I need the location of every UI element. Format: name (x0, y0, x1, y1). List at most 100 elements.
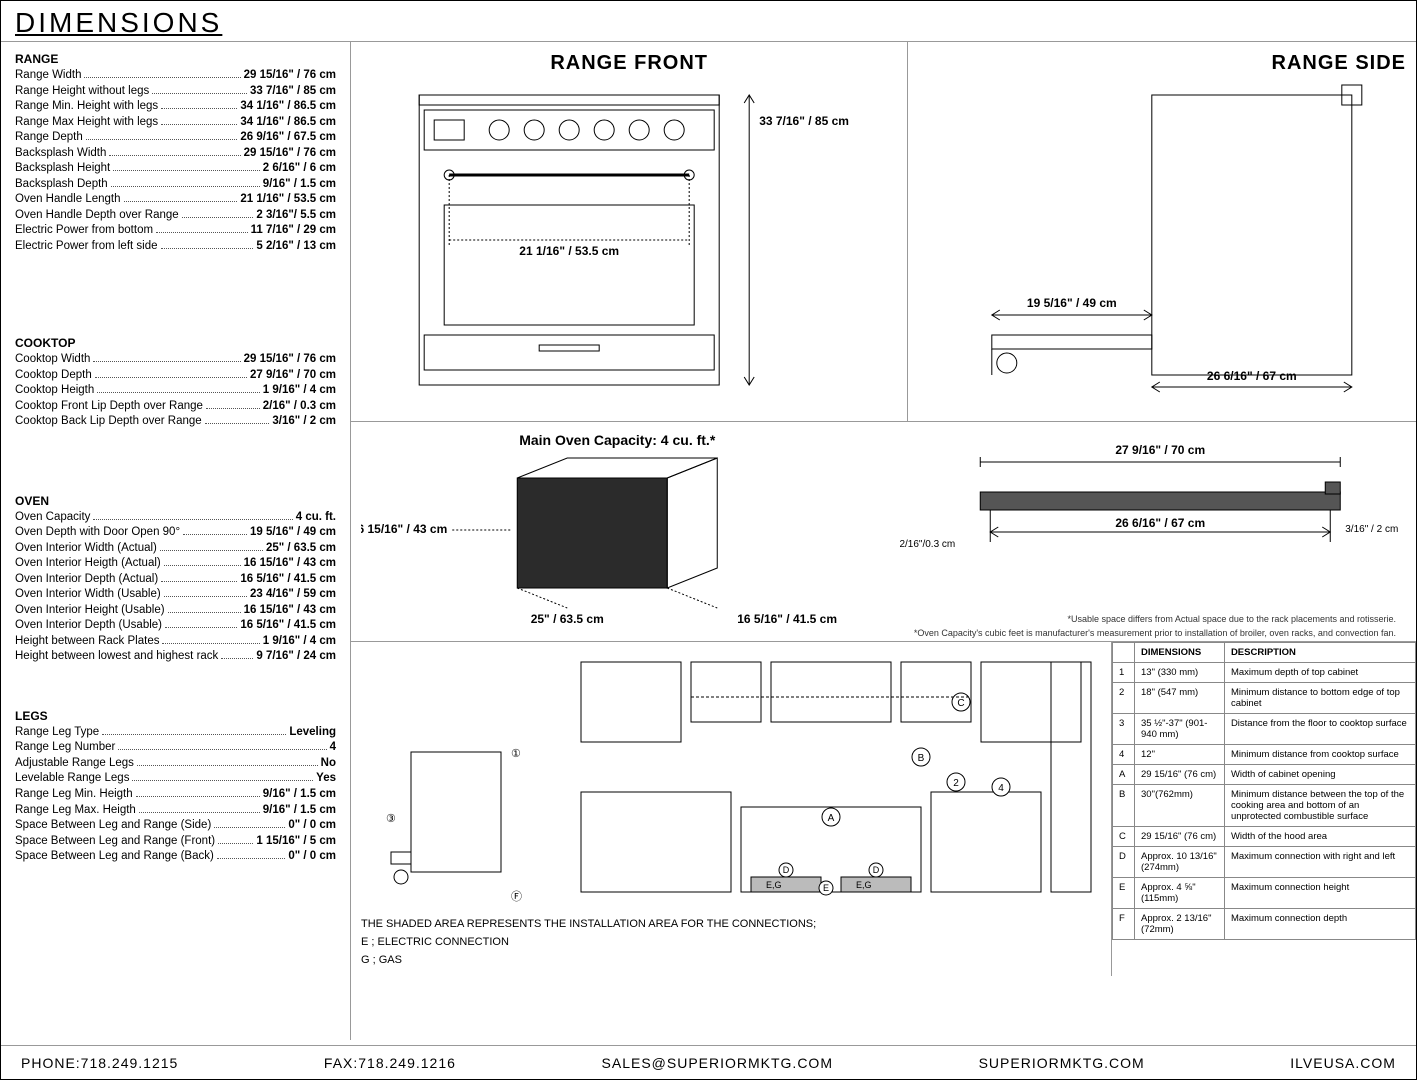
oven-cap-title: Main Oven Capacity: 4 cu. ft.* (361, 432, 874, 448)
cooktop-profile-diagram: 27 9/16" / 70 cm 26 6/16" / 67 cm 2/16"/… (894, 432, 1407, 612)
spec-dots (93, 361, 240, 362)
spec-row: Oven Interior Heigth (Actual)16 15/16" /… (15, 556, 336, 572)
table-row: A29 15/16" (76 cm)Width of cabinet openi… (1113, 765, 1416, 785)
install-note1: THE SHADED AREA REPRESENTS THE INSTALLAT… (361, 918, 1101, 930)
footer-phone: PHONE:718.249.1215 (21, 1055, 178, 1071)
footer-site2: ILVEUSA.COM (1290, 1055, 1396, 1071)
spec-dots (165, 627, 237, 628)
spec-row: Oven Interior Width (Usable)23 4/16" / 5… (15, 587, 336, 603)
spec-dots (164, 596, 247, 597)
spec-dots (139, 812, 260, 813)
dim-value: 18" (547 mm) (1135, 683, 1225, 714)
spec-label: Oven Interior Width (Usable) (15, 587, 161, 603)
section-legs: LEGS (15, 709, 336, 723)
spec-dots (102, 734, 286, 735)
spec-label: Cooktop Width (15, 352, 90, 368)
spec-value: 9/16" / 1.5 cm (263, 803, 336, 819)
dim-desc: Minimum distance between the top of the … (1224, 785, 1415, 827)
spec-dots (161, 124, 237, 125)
handle-dim: 21 1/16" / 53.5 cm (519, 244, 619, 258)
dimtable-h2: DESCRIPTION (1224, 643, 1415, 663)
svg-text:A: A (828, 813, 835, 824)
spec-label: Space Between Leg and Range (Side) (15, 818, 211, 834)
spec-value: 0" / 0 cm (288, 849, 336, 865)
spec-dots (161, 248, 254, 249)
spec-dots (118, 749, 326, 750)
spec-value: 21 1/16" / 53.5 cm (240, 192, 336, 208)
dim-desc: Width of the hood area (1224, 827, 1415, 847)
spec-value: 2 3/16"/ 5.5 cm (256, 208, 336, 224)
spec-dots (152, 93, 247, 94)
table-row: 412"Minimum distance from cooktop surfac… (1113, 745, 1416, 765)
dim-value: 29 15/16" (76 cm) (1135, 827, 1225, 847)
section-oven: OVEN (15, 494, 336, 508)
spec-label: Height between lowest and highest rack (15, 649, 218, 665)
spec-label: Range Max Height with legs (15, 115, 158, 131)
spec-value: 5 2/16" / 13 cm (256, 239, 336, 255)
spec-row: Backsplash Depth 9/16" / 1.5 cm (15, 177, 336, 193)
spec-label: Backsplash Depth (15, 177, 108, 193)
spec-row: Range Width29 15/16" / 76 cm (15, 68, 336, 84)
spec-label: Height between Rack Plates (15, 634, 159, 650)
dimtable-h1: DIMENSIONS (1135, 643, 1225, 663)
spec-label: Range Leg Max. Heigth (15, 803, 136, 819)
table-row: DApprox. 10 13/16" (274mm)Maximum connec… (1113, 847, 1416, 878)
spec-value: 0" / 0 cm (288, 818, 336, 834)
spec-dots (221, 658, 253, 659)
spec-value: 9/16" / 1.5 cm (263, 177, 336, 193)
spec-row: Space Between Leg and Range (Side) 0" / 0… (15, 818, 336, 834)
spec-label: Cooktop Depth (15, 368, 92, 384)
spec-row: Range Depth26 9/16" / 67.5 cm (15, 130, 336, 146)
spec-value: No (321, 756, 336, 772)
spec-value: 29 15/16" / 76 cm (244, 146, 336, 162)
spec-value: 29 15/16" / 76 cm (244, 68, 336, 84)
dim-key: F (1113, 909, 1135, 940)
spec-label: Oven Depth with Door Open 90° (15, 525, 180, 541)
spec-row: Oven Capacity4 cu. ft. (15, 510, 336, 526)
oven-box-panel: Main Oven Capacity: 4 cu. ft.* 16 15/16"… (351, 422, 884, 641)
spec-label: Electric Power from left side (15, 239, 158, 255)
spec-row: Oven Interior Width (Actual)25" / 63.5 c… (15, 541, 336, 557)
spec-dots (206, 408, 260, 409)
svg-text:C: C (957, 698, 964, 709)
note1: *Usable space differs from Actual space … (894, 612, 1407, 626)
spec-row: Range Leg Number4 (15, 740, 336, 756)
spec-label: Oven Interior Depth (Actual) (15, 572, 158, 588)
spec-dots (93, 519, 292, 520)
spec-label: Range Leg Min. Heigth (15, 787, 133, 803)
spec-value: 25" / 63.5 cm (266, 541, 336, 557)
spec-label: Cooktop Front Lip Depth over Range (15, 399, 203, 415)
install-note3: G ; GAS (361, 954, 1101, 966)
spec-row: Space Between Leg and Range (Back)0" / 0… (15, 849, 336, 865)
spec-row: Oven Handle Depth over Range2 3/16"/ 5.5… (15, 208, 336, 224)
spec-row: Backsplash Width29 15/16" / 76 cm (15, 146, 336, 162)
side-title: RANGE SIDE (918, 52, 1406, 75)
spec-value: 34 1/16" / 86.5 cm (240, 99, 336, 115)
table-row: C29 15/16" (76 cm)Width of the hood area (1113, 827, 1416, 847)
dim-desc: Minimum distance to bottom edge of top c… (1224, 683, 1415, 714)
spec-label: Levelable Range Legs (15, 771, 129, 787)
svg-text:D: D (873, 865, 880, 875)
spec-label: Oven Interior Depth (Usable) (15, 618, 162, 634)
spec-dots (156, 232, 248, 233)
dim-table-panel: DIMENSIONS DESCRIPTION 113" (330 mm)Maxi… (1111, 642, 1416, 976)
note2: *Oven Capacity's cubic feet is manufactu… (894, 626, 1407, 640)
dim-key: 3 (1113, 714, 1135, 745)
svg-text:4: 4 (998, 783, 1004, 794)
spec-row: Height between Rack Plates1 9/16" / 4 cm (15, 634, 336, 650)
range-side-panel: RANGE SIDE 19 5/16" / 49 cm (907, 42, 1416, 421)
spec-value: 1 9/16" / 4 cm (263, 383, 336, 399)
spec-dots (161, 581, 237, 582)
spec-value: 33 7/16" / 85 cm (250, 84, 336, 100)
table-row: 218" (547 mm)Minimum distance to bottom … (1113, 683, 1416, 714)
dim-value: 13" (330 mm) (1135, 663, 1225, 683)
spec-value: 16 15/16" / 43 cm (244, 556, 336, 572)
spec-row: Range Height without legs33 7/16" / 85 c… (15, 84, 336, 100)
spec-value: 29 15/16" / 76 cm (244, 352, 336, 368)
dim-desc: Maximum connection height (1224, 878, 1415, 909)
spec-value: 16 5/16" / 41.5 cm (240, 618, 336, 634)
footer-email: SALES@SUPERIORMKTG.COM (602, 1055, 833, 1071)
spec-dots (217, 858, 286, 859)
spec-row: Cooktop Heigth1 9/16" / 4 cm (15, 383, 336, 399)
spec-dots (132, 780, 313, 781)
